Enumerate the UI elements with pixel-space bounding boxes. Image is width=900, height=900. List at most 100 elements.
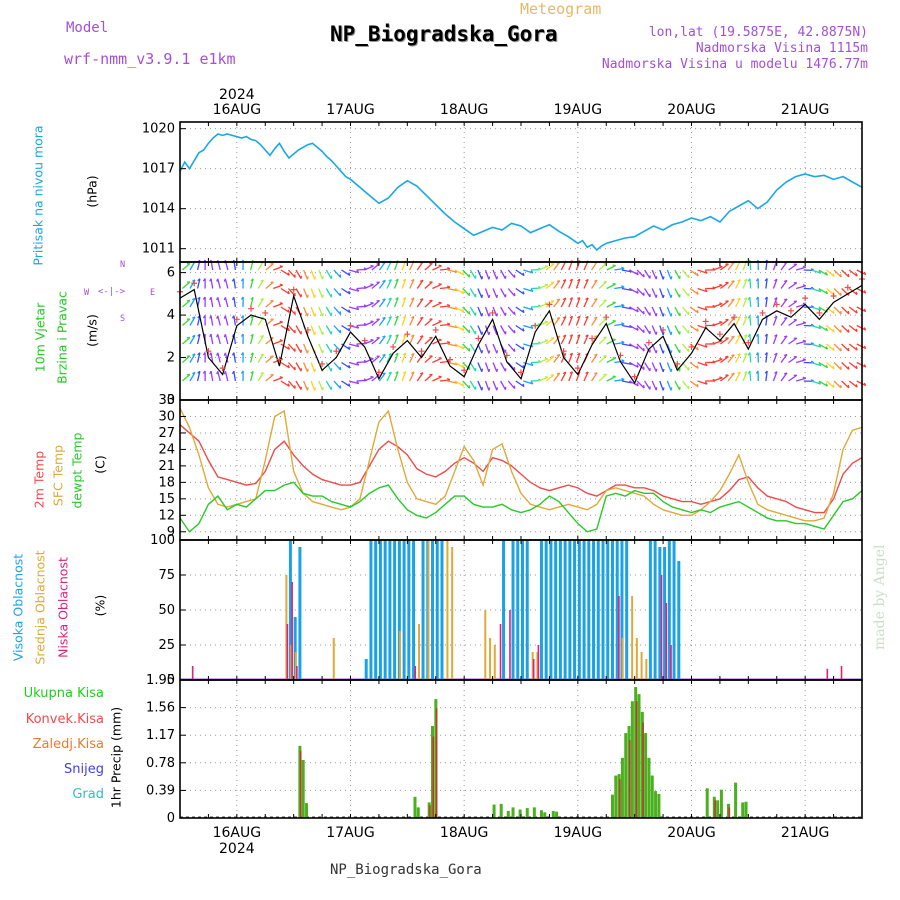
wind-arrow <box>424 373 433 382</box>
wind-arrow <box>818 269 828 276</box>
wind-arrow <box>727 354 735 363</box>
wind-gust-marker <box>589 335 596 342</box>
wind-arrow-head <box>569 297 573 300</box>
wind-arrow <box>189 353 196 363</box>
cloud-high-bar <box>393 540 397 680</box>
wind-arrow-head <box>655 294 658 298</box>
wind-arrow <box>492 325 498 336</box>
wind-arrow <box>742 352 748 363</box>
wind-arrow-head <box>250 296 254 300</box>
wind-arrow-head <box>825 290 829 295</box>
wind-arrow-head <box>704 288 708 293</box>
wind-arrow <box>432 265 442 271</box>
wind-arrow <box>681 380 690 390</box>
wind-arrow <box>310 380 316 391</box>
wind-arrow <box>636 325 645 334</box>
wind-arrow <box>621 361 632 365</box>
wind-arrow <box>257 261 264 271</box>
wind-arrow <box>659 306 664 317</box>
wind-arrow <box>697 287 708 293</box>
cloud-mid-bar <box>484 610 487 680</box>
wind-arrow-head <box>832 347 835 351</box>
wind-arrow <box>598 318 607 326</box>
wind-arrow-head <box>240 370 244 374</box>
wind-arrow-head <box>585 315 589 319</box>
wind-arrow-head <box>774 315 778 319</box>
wind-arrow-head <box>382 279 386 283</box>
wind-arrow <box>651 306 657 317</box>
wind-arrow <box>484 288 490 299</box>
wind-arrow <box>666 362 672 373</box>
wind-arrow-head <box>481 276 484 280</box>
wind-arrow <box>507 380 516 390</box>
wind-arrow-head <box>847 347 850 352</box>
x-year-label-top: 2024 <box>219 87 255 103</box>
wind-arrow-head <box>621 285 625 288</box>
wind-arrow <box>772 334 778 345</box>
wind-arrow-head <box>382 316 386 320</box>
wind-arrow <box>583 279 589 289</box>
wind-arrow-head <box>287 309 290 313</box>
wind-arrow <box>500 269 507 280</box>
cloud-high-bar <box>582 540 586 680</box>
wind-gust-marker <box>816 309 823 316</box>
wind-arrow <box>363 284 374 290</box>
precip-total-bar <box>647 757 651 818</box>
x-date-label-top: 20AUG <box>667 102 716 118</box>
wind-arrow-head <box>670 387 673 391</box>
wind-arrow-head <box>321 387 324 391</box>
cloud-high-bar <box>435 540 439 680</box>
wind-arrow <box>341 287 351 295</box>
wind-arrow-head <box>594 316 598 319</box>
wind-arrow <box>545 355 555 364</box>
wind-arrow-head <box>764 296 768 300</box>
wind-arrow <box>598 299 607 308</box>
wind-arrow <box>492 343 498 354</box>
wind-arrow-head <box>530 381 534 385</box>
wind-arrow <box>720 319 729 327</box>
wind-arrow <box>341 306 351 313</box>
wind-arrow <box>681 343 690 353</box>
wind-gust-marker <box>631 373 638 380</box>
wind-arrow <box>393 371 399 382</box>
wind-arrow <box>500 325 507 335</box>
wind-arrow-head <box>670 331 673 335</box>
wind-arrow-head <box>737 334 741 338</box>
wind-arrow-head <box>402 371 406 374</box>
wind-arrow <box>189 335 196 345</box>
wind-arrow <box>257 298 264 308</box>
wind-arrow <box>217 352 221 363</box>
wind-arrow-head <box>192 353 196 356</box>
wind-arrow <box>500 380 507 391</box>
wind-arrow <box>848 324 858 333</box>
wind-arrow <box>689 380 699 388</box>
precip-tick-label: 0 <box>167 811 175 826</box>
wind-arrow-head <box>395 278 399 282</box>
precip-convective-bar <box>629 740 631 818</box>
wind-arrow <box>651 288 657 298</box>
wind-gust-marker <box>432 326 439 333</box>
wind-gust-marker <box>574 365 581 372</box>
wind-arrow <box>378 261 386 271</box>
wind-arrow <box>386 297 392 308</box>
wind-arrow <box>303 343 309 354</box>
wind-arrow-head <box>662 368 665 373</box>
cloud-high-bar <box>625 540 629 680</box>
wind-arrow <box>636 269 645 278</box>
wind-arrow-head <box>696 309 699 314</box>
wind-arrow-head <box>313 387 316 391</box>
wind-arrow <box>765 371 768 382</box>
wind-gust-marker <box>248 305 255 312</box>
wind-arrow-head <box>755 370 759 374</box>
wind-arrow-head <box>370 301 374 304</box>
cloud-high-bar <box>544 540 548 680</box>
wind-arrow-head <box>737 316 741 319</box>
wind-arrow-head <box>488 331 491 336</box>
wind-arrow-head <box>192 371 196 375</box>
wind-arrow <box>462 288 471 297</box>
wind-arrow-head <box>743 278 748 282</box>
wind-arrow-head <box>743 315 748 319</box>
wind-arrow <box>598 281 607 289</box>
wind-arrow <box>689 324 699 332</box>
wind-arrow <box>401 315 407 326</box>
